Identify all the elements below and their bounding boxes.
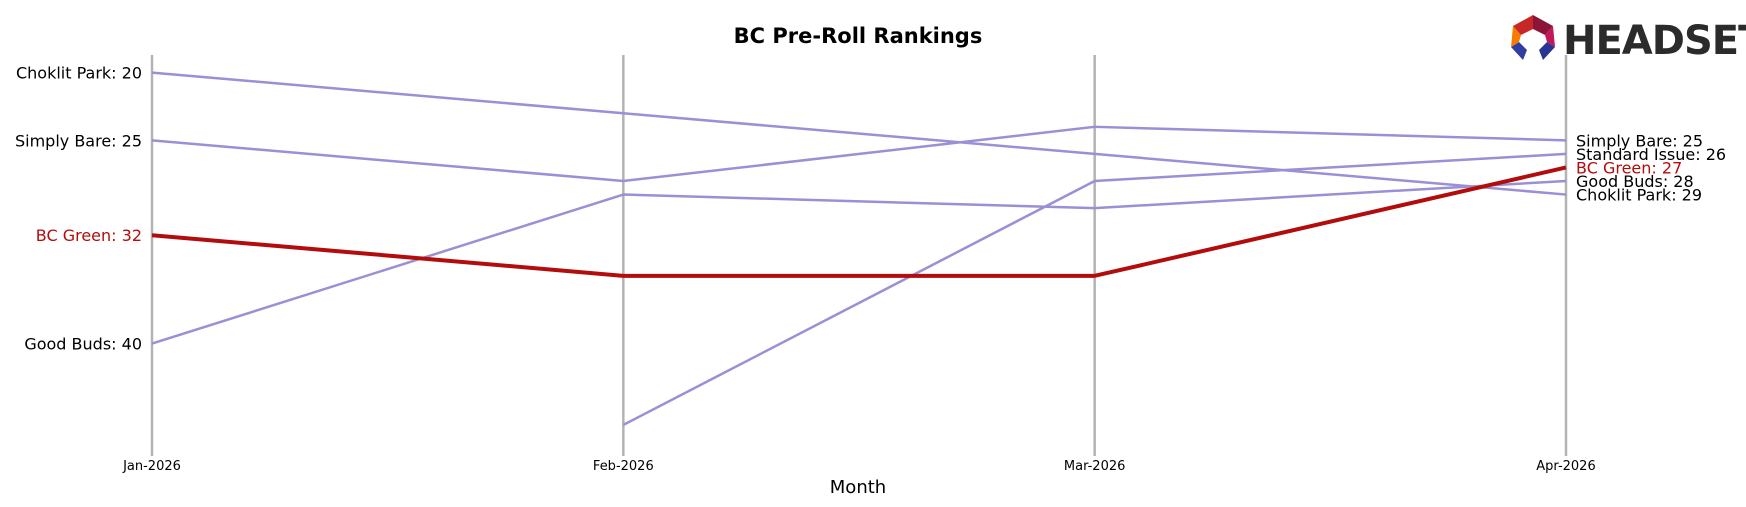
series-line-good-buds	[151, 179, 1567, 345]
x-tick-jan-2026: Jan-2026	[122, 459, 181, 474]
headset-logo-icon	[1511, 15, 1555, 60]
series-line-choklit-park	[151, 71, 1567, 196]
right-label-bc-green: BC Green: 27	[1576, 158, 1682, 177]
x-tick-mar-2026: Mar-2026	[1064, 459, 1125, 474]
left-label-good-buds: Good Buds: 40	[24, 335, 142, 354]
right-label-standard-issue: Standard Issue: 26	[1576, 145, 1726, 164]
x-tick-feb-2026: Feb-2026	[593, 459, 654, 474]
series-lines	[151, 71, 1567, 427]
left-label-simply-bare: Simply Bare: 25	[15, 131, 142, 150]
series-line-standard-issue	[622, 152, 1567, 427]
left-labels: Choklit Park: 20 Simply Bare: 25 BC Green:…	[15, 64, 142, 354]
gridlines	[150, 55, 1568, 456]
chart-title: BC Pre-Roll Rankings	[734, 24, 983, 48]
left-label-bc-green: BC Green: 32	[36, 226, 142, 245]
right-label-good-buds: Good Buds: 28	[1576, 172, 1694, 191]
headset-logo: HEADSET	[1511, 15, 1746, 64]
series-line-simply-bare	[151, 125, 1567, 183]
right-label-simply-bare: Simply Bare: 25	[1576, 131, 1703, 150]
x-ticks: Jan-2026 Feb-2026 Mar-2026 Apr-2026	[122, 459, 1596, 474]
right-label-choklit-park: Choklit Park: 29	[1576, 186, 1702, 205]
left-label-choklit-park: Choklit Park: 20	[16, 64, 142, 83]
headset-logo-text: HEADSET	[1563, 18, 1746, 64]
x-tick-apr-2026: Apr-2026	[1536, 459, 1595, 474]
series-line-bc-green	[151, 165, 1567, 278]
x-axis-label: Month	[830, 477, 886, 498]
